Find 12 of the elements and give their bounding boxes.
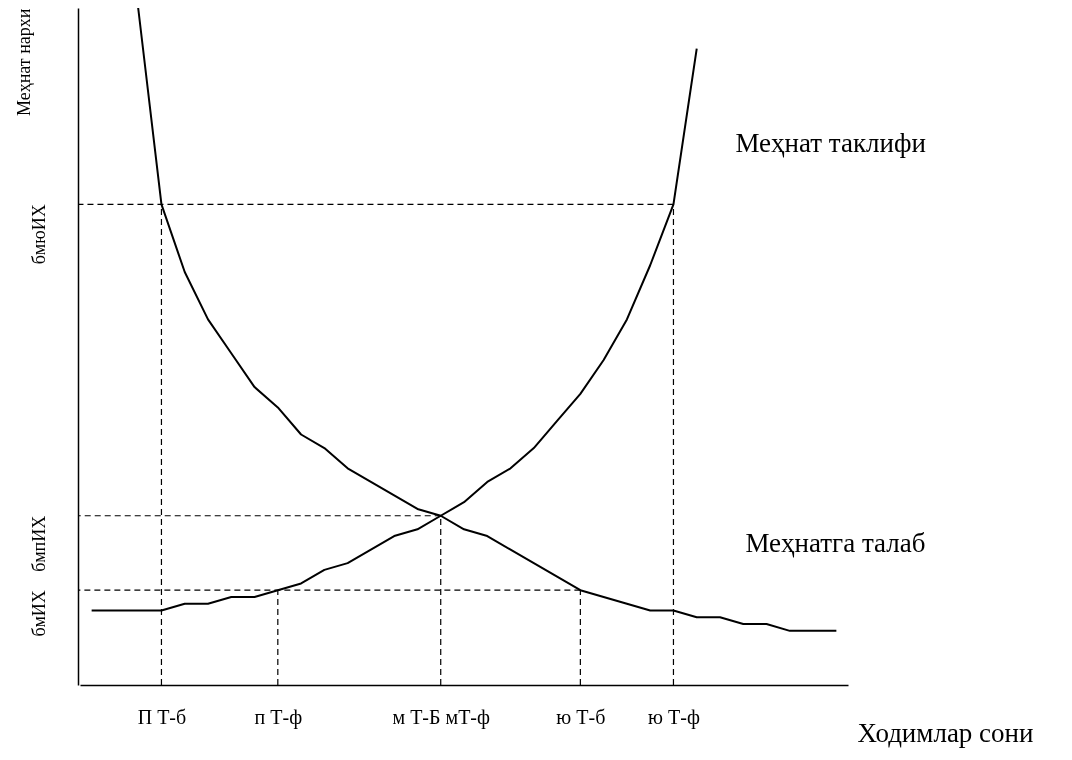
ref-line-label: бмпИХ xyxy=(29,515,49,572)
text: Меҳнатга талаб xyxy=(745,527,926,558)
x-tick-label: п Т-ф xyxy=(254,705,303,729)
x-tick-label: ю Т-б xyxy=(556,705,606,728)
series-label: Меҳнат таклифи xyxy=(735,128,926,159)
y-axis-title: Меҳнат нархи xyxy=(13,8,34,117)
x-tick-label: ю Т-ф xyxy=(648,705,700,729)
x-axis-title: Ходимлар сони xyxy=(857,717,1034,748)
x-tick-label: П Т-б xyxy=(137,705,187,728)
x-tick-label: м Т-Б мТ-ф xyxy=(392,705,491,729)
ref-line-label: бмюИХ xyxy=(29,204,49,265)
ref-line-label: бмИХ xyxy=(29,590,49,637)
